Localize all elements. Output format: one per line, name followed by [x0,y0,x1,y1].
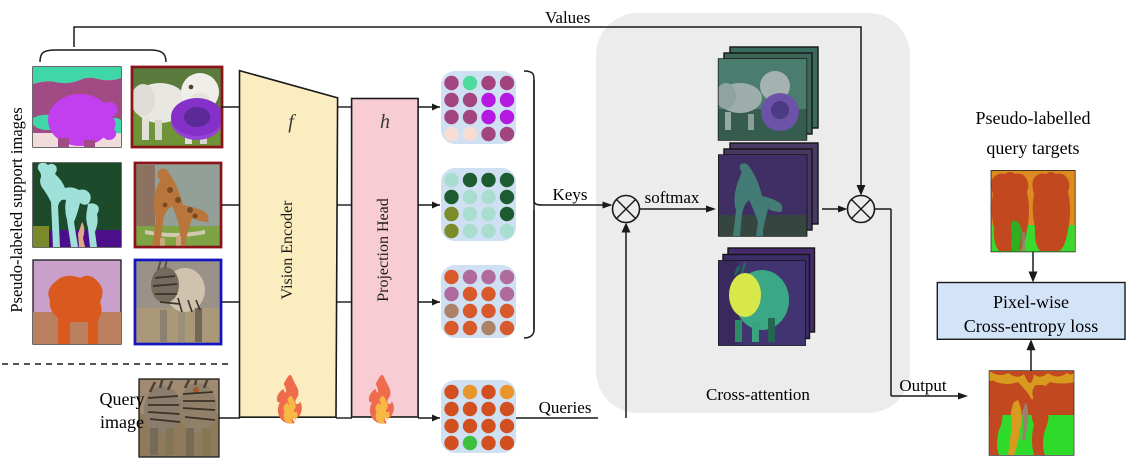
svg-text:Cross-attention: Cross-attention [706,385,810,404]
svg-text:Keys: Keys [553,185,588,204]
svg-text:Pixel-wise: Pixel-wise [993,292,1069,312]
svg-text:Queries: Queries [539,398,592,417]
svg-text:Pseudo-labeled support images: Pseudo-labeled support images [7,107,26,312]
svg-text:Vision Encoder: Vision Encoder [279,200,296,300]
svg-text:softmax: softmax [645,188,700,207]
svg-text:Cross-entropy loss: Cross-entropy loss [964,316,1099,336]
svg-text:query targets: query targets [986,138,1079,158]
svg-text:Pseudo-labelled: Pseudo-labelled [976,108,1091,128]
svg-text:Projection Head: Projection Head [375,198,392,302]
svg-text:Query: Query [100,389,145,409]
svg-text:image: image [100,412,144,432]
svg-text:Output: Output [899,376,947,395]
svg-text:h: h [380,111,390,133]
svg-text:Values: Values [545,8,590,27]
